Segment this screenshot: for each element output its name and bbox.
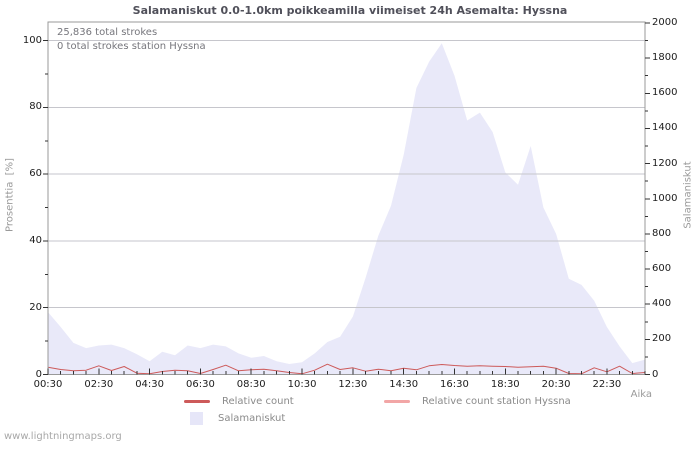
x-tick-label: 20:30: [541, 379, 571, 390]
x-tick-label: 08:30: [236, 379, 266, 390]
legend-item-salamaniskut: Salamaniskut: [190, 412, 285, 425]
right-tick-label: 1800: [652, 52, 678, 64]
legend-item-relative-count-station: Relative count station Hyssna: [384, 396, 571, 407]
right-tick-label: 2000: [652, 17, 678, 28]
x-tick-label: 00:30: [33, 379, 63, 390]
watermark: www.lightningmaps.org: [4, 431, 122, 442]
right-tick-label: 400: [652, 298, 672, 310]
left-tick-label: 40: [29, 234, 42, 246]
x-tick-label: 12:30: [338, 379, 368, 390]
left-tick-label: 80: [29, 101, 42, 113]
station-line-swatch: [384, 400, 410, 403]
relative-count-line: [47, 363, 646, 375]
x-tick-label: 04:30: [135, 379, 165, 390]
right-tick-label: 1000: [652, 192, 678, 204]
legend-item-relative-count: Relative count: [184, 396, 294, 407]
x-tick-label: 18:30: [490, 379, 520, 390]
right-tick-label: 600: [652, 263, 672, 275]
right-tick-label: 1400: [652, 122, 678, 134]
legend-label: Relative count station Hyssna: [422, 396, 571, 407]
relative-count-line-swatch: [184, 400, 210, 403]
x-tick-label: 06:30: [186, 379, 215, 390]
total-strokes-annotation: 25,836 total strokes: [57, 27, 158, 38]
right-tick-label: 800: [652, 227, 672, 239]
chart-title: Salamaniskut 0.0-1.0km poikkeamilla viim…: [132, 4, 568, 17]
x-tick-label: 10:30: [287, 379, 317, 390]
left-tick-label: 100: [22, 34, 42, 46]
x-axis-title: Aika: [630, 389, 652, 400]
right-axis-title: Salamaniskut: [682, 161, 694, 229]
legend-label: Relative count: [222, 396, 294, 407]
right-tick-label: 1600: [652, 87, 678, 99]
salamaniskut-area: [48, 43, 645, 375]
station-strokes-annotation: 0 total strokes station Hyssna: [57, 41, 206, 52]
x-tick-label: 16:30: [440, 379, 469, 390]
salamaniskut-area-swatch: [190, 412, 203, 425]
x-tick-label: 14:30: [389, 379, 419, 390]
left-tick-label: 20: [29, 301, 42, 313]
left-tick-label: 0: [35, 368, 42, 380]
right-tick-label: 0: [652, 368, 659, 380]
legend-label: Salamaniskut: [218, 413, 286, 424]
x-tick-label: 22:30: [592, 379, 622, 390]
x-tick-label: 02:30: [84, 379, 114, 390]
left-tick-label: 60: [29, 168, 42, 180]
right-tick-label: 1200: [652, 157, 678, 169]
right-tick-label: 200: [652, 333, 672, 345]
